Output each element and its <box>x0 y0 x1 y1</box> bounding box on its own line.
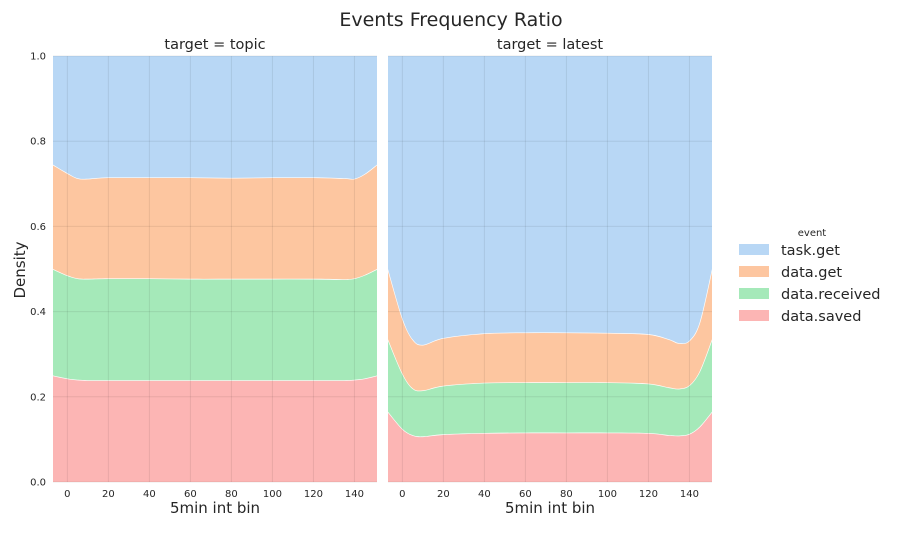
facet-title: target = latest <box>497 37 604 53</box>
x-tick-label: 120 <box>304 489 323 500</box>
area-data-get <box>53 164 377 280</box>
legend-label: task.get <box>781 243 840 259</box>
legend-label: data.received <box>781 287 880 303</box>
area-data-get <box>388 269 712 391</box>
x-tick-label: 80 <box>225 489 238 500</box>
facet-panel-latest: target = latest 0 20 40 60 80 100 120 140 5min in… <box>387 37 713 517</box>
y-tick-label: 0.2 <box>30 392 46 403</box>
x-tick-label: 20 <box>102 489 115 500</box>
legend-title: event <box>798 228 827 239</box>
y-tick-label: 0.6 <box>30 222 46 233</box>
x-tick-label: 140 <box>680 489 699 500</box>
facet-title: target = topic <box>164 37 265 53</box>
x-tick-label: 20 <box>437 489 450 500</box>
legend-label: data.saved <box>781 309 861 325</box>
y-axis-label: Density <box>11 241 29 298</box>
x-tick-label: 120 <box>639 489 658 500</box>
x-tick-label: 60 <box>519 489 532 500</box>
x-tick-label: 80 <box>560 489 573 500</box>
legend-label: data.get <box>781 265 842 281</box>
y-tick-label: 1.0 <box>30 52 46 63</box>
x-tick-label: 100 <box>598 489 617 500</box>
x-tick-label: 60 <box>184 489 197 500</box>
x-tick-label: 100 <box>263 489 282 500</box>
x-tick-label: 40 <box>143 489 156 500</box>
legend-swatch <box>739 266 769 277</box>
legend-swatch <box>739 288 769 299</box>
x-tick-label: 0 <box>64 489 70 500</box>
legend-swatch <box>739 310 769 321</box>
legend-swatch <box>739 244 769 255</box>
area-data-saved <box>53 375 377 482</box>
area-data-saved <box>388 411 712 482</box>
x-tick-label: 40 <box>478 489 491 500</box>
legend: event task.get data.get data.received data.… <box>739 228 880 325</box>
area-task-get <box>388 56 712 345</box>
y-tick-label: 0.0 <box>30 478 46 489</box>
x-axis-label: 5min int bin <box>170 499 260 517</box>
y-tick-label: 0.8 <box>30 137 46 148</box>
area-task-get <box>53 56 377 179</box>
x-axis-label: 5min int bin <box>505 499 595 517</box>
x-tick-label: 140 <box>345 489 364 500</box>
area-data-received <box>388 339 712 437</box>
x-tick-label: 0 <box>399 489 405 500</box>
area-data-received <box>53 269 377 381</box>
facet-panel-topic: target = topic 0 20 40 60 80 100 120 140 5min int… <box>30 37 378 517</box>
y-tick-label: 0.4 <box>30 307 46 318</box>
chart-title: Events Frequency Ratio <box>339 9 562 31</box>
